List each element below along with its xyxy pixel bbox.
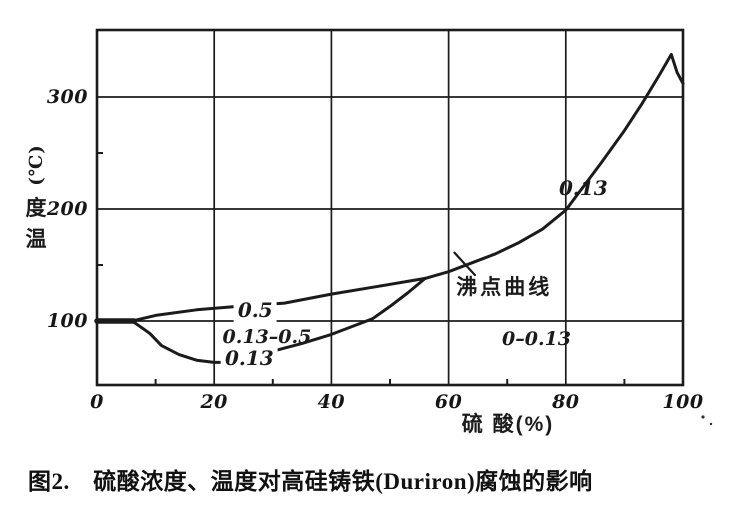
x-tick-label: 80	[552, 391, 580, 413]
x-tick-label: 60	[434, 391, 463, 413]
y-axis-unit: (℃)	[25, 144, 47, 186]
y-tick-label: 300	[46, 86, 88, 108]
curve-region-label: 0.13	[559, 175, 608, 200]
x-tick-label: 100	[662, 391, 704, 413]
y-axis-char-du: 度	[25, 197, 47, 220]
curve-region-label: 0.5	[233, 297, 277, 322]
x-tick-label: 0	[90, 391, 104, 413]
scan-artifact-dot	[701, 415, 705, 419]
figure-caption: 图2. 硫酸浓度、温度对高硅铸铁(Duriron)腐蚀的影响	[28, 469, 593, 494]
y-tick-label: 100	[46, 310, 88, 332]
x-tick-label: 40	[317, 391, 346, 413]
y-axis-char-wen: 温	[25, 228, 47, 251]
curve-region-label: 0.13	[221, 345, 278, 370]
x-axis-title: 硫 酸(%)	[461, 413, 555, 436]
x-tick-label: 20	[200, 391, 228, 413]
y-axis-title: (℃) 度 温	[17, 139, 55, 253]
curve-region-label: 0–0.13	[502, 327, 571, 350]
boiling-curve-leader-line	[453, 251, 477, 277]
scan-artifact-dot	[709, 422, 713, 426]
boiling-curve-label: 沸点曲线	[456, 276, 553, 300]
chart-canvas	[94, 28, 713, 426]
curve-boiling-point	[423, 52, 685, 280]
y-tick-label: 200	[46, 198, 88, 220]
curve-region-label: 0.13–0.5	[222, 325, 312, 348]
